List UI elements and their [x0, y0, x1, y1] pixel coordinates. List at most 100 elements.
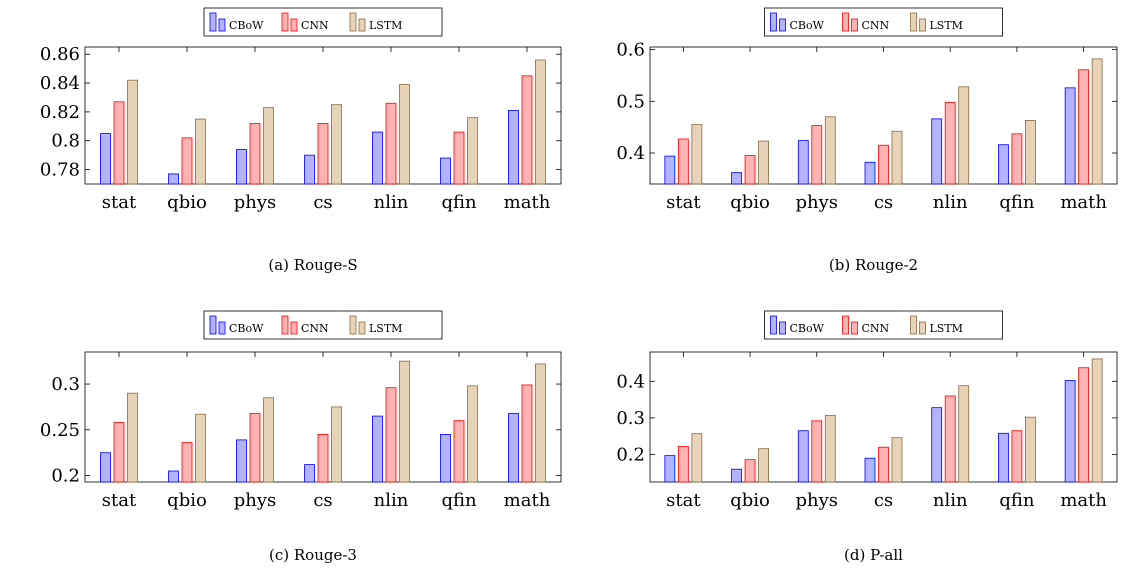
x-tick-label: qfin: [441, 192, 477, 213]
bar-lstm-phys: [263, 107, 274, 185]
bar-cbow-phys: [236, 148, 247, 185]
bar-lstm-cs: [891, 130, 903, 185]
bar-cnn-nlin: [944, 395, 956, 483]
y-tick-label: 0.78: [40, 160, 80, 181]
x-tick-label: stat: [102, 490, 137, 511]
bar-cnn-qfin: [453, 420, 465, 483]
legend-swatch-cnn: [851, 18, 858, 32]
bar-cbow-phys: [236, 439, 247, 483]
bar-cbow-math: [508, 110, 519, 185]
x-tick-label: phys: [796, 490, 839, 511]
x-tick-label: nlin: [933, 192, 968, 213]
y-tick-label: 0.4: [616, 143, 645, 164]
bar-cbow-nlin: [931, 407, 943, 483]
legend-swatch-cbow: [209, 12, 217, 32]
legend-swatch-lstm: [910, 12, 917, 32]
bar-cnn-qfin: [1011, 430, 1023, 483]
bar-cbow-stat: [100, 452, 111, 483]
legend-swatch-lstm: [358, 321, 366, 335]
legend-swatch-cbow: [770, 315, 777, 335]
bar-cnn-math: [1078, 69, 1090, 185]
bar-lstm-qbio: [195, 118, 206, 185]
legend-swatch-cnn: [842, 12, 849, 32]
bar-lstm-cs: [891, 437, 903, 483]
bar-cnn-qbio: [181, 137, 193, 185]
bar-lstm-qfin: [1025, 416, 1036, 483]
bar-cbow-cs: [864, 457, 876, 483]
x-tick-label: qfin: [441, 490, 477, 511]
legend: CBoW CNN LSTM: [764, 310, 1003, 340]
bar-cnn-nlin: [385, 387, 397, 483]
bar-cbow-qbio: [168, 173, 179, 185]
legend-swatch-lstm: [910, 315, 917, 335]
bar-cbow-cs: [304, 154, 315, 185]
legend-label-cbow: CBoW: [790, 322, 825, 335]
legend: CBoW CNN LSTM: [764, 7, 1003, 37]
bar-lstm-qbio: [758, 140, 769, 185]
bar-lstm-phys: [263, 397, 274, 483]
y-tick-label: 0.25: [40, 420, 80, 441]
bar-lstm-qfin: [467, 117, 478, 185]
bar-cnn-stat: [677, 138, 689, 185]
y-tick-label: 0.6: [616, 40, 645, 61]
x-tick-label: phys: [796, 192, 839, 213]
bar-cnn-qbio: [181, 442, 193, 483]
x-tick-label: nlin: [933, 490, 968, 511]
bar-cbow-qbio: [731, 468, 742, 483]
x-tick-label: math: [504, 490, 551, 511]
x-tick-label: math: [1060, 490, 1107, 511]
bar-lstm-cs: [331, 104, 342, 185]
y-tick-label: 0.5: [616, 91, 645, 112]
x-tick-label: qfin: [999, 192, 1035, 213]
legend-label-cnn: CNN: [862, 322, 890, 335]
legend-label-cbow: CBoW: [790, 19, 825, 32]
bar-cnn-cs: [878, 446, 889, 483]
y-tick-label: 0.3: [51, 374, 80, 395]
legend-label-cbow: CBoW: [229, 19, 264, 32]
bar-lstm-math: [535, 59, 546, 185]
bar-cbow-phys: [797, 140, 809, 185]
panel-caption: (a) Rouge-S: [268, 256, 357, 274]
bar-cbow-stat: [664, 155, 676, 185]
bar-lstm-phys: [824, 116, 836, 185]
panel-caption: (b) Rouge-2: [829, 256, 918, 274]
bar-cnn-math: [1078, 367, 1090, 483]
x-tick-label: cs: [874, 490, 893, 511]
x-tick-label: phys: [234, 192, 277, 213]
bar-lstm-math: [1091, 58, 1103, 185]
legend-swatch-cnn: [842, 315, 849, 335]
legend-swatch-lstm: [349, 12, 357, 32]
bar-cnn-qbio: [744, 155, 756, 185]
y-tick-label: 0.86: [40, 44, 80, 65]
legend-label-lstm: LSTM: [930, 322, 963, 335]
panel-caption: (c) Rouge-3: [269, 546, 357, 564]
legend-swatch-cnn: [281, 315, 289, 335]
legend-swatch-lstm: [349, 315, 357, 335]
x-tick-label: nlin: [374, 192, 409, 213]
bar-cnn-qfin: [1011, 133, 1023, 185]
bar-lstm-phys: [824, 414, 836, 483]
x-tick-label: stat: [666, 490, 701, 511]
legend-swatch-cnn: [290, 321, 298, 335]
bar-cbow-stat: [100, 133, 111, 185]
legend-label-cbow: CBoW: [229, 322, 264, 335]
legend-swatch-cnn: [290, 18, 298, 32]
legend-box: [764, 7, 1003, 37]
bar-cbow-qbio: [731, 172, 742, 185]
bar-cnn-stat: [677, 446, 689, 483]
chart-panel-3: 0.2 0.25 0.3 stat qbio phys cs nlin qfin math CBoW…: [40, 310, 562, 564]
bar-cnn-cs: [317, 123, 329, 185]
bar-cbow-qfin: [998, 432, 1009, 483]
y-tick-label: 0.84: [40, 73, 80, 94]
bar-lstm-nlin: [958, 86, 970, 185]
bar-lstm-stat: [691, 124, 703, 185]
bar-cnn-phys: [249, 412, 261, 483]
x-tick-label: qbio: [730, 490, 770, 511]
bar-cnn-math: [521, 75, 533, 185]
bar-cnn-phys: [811, 125, 823, 185]
legend-swatch-cnn: [851, 321, 858, 335]
x-tick-label: stat: [666, 192, 701, 213]
x-tick-label: qbio: [167, 490, 207, 511]
bar-cnn-math: [521, 384, 533, 483]
